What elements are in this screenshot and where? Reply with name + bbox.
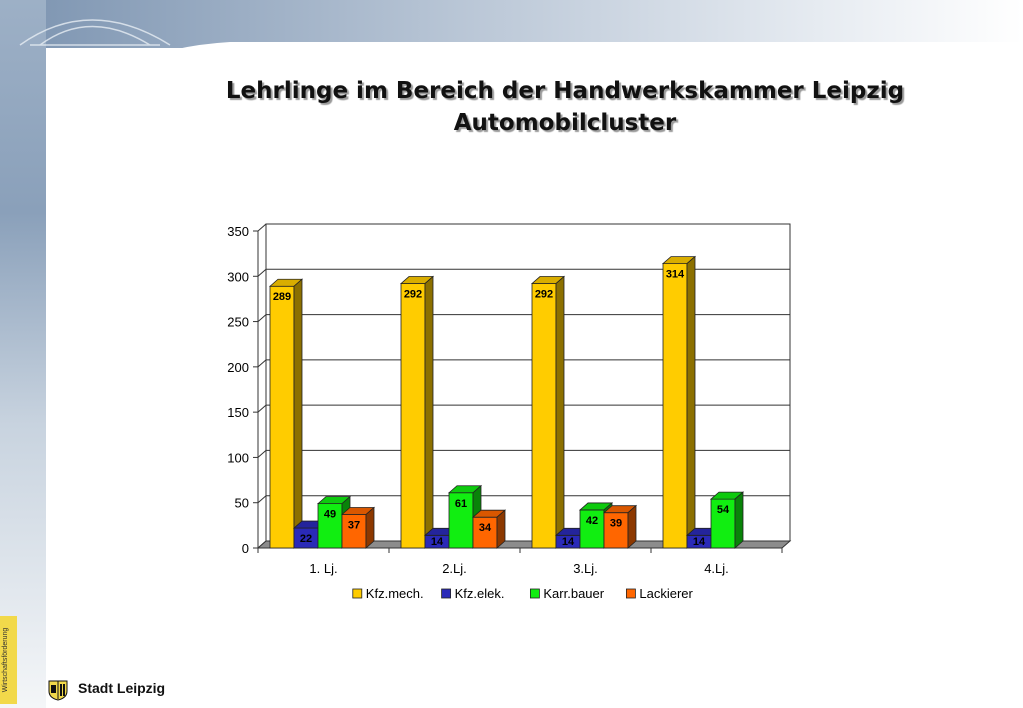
y-tick-label: 100 — [227, 450, 249, 465]
x-tick-label: 4.Lj. — [704, 561, 729, 576]
gridline-side — [257, 314, 267, 322]
chart-title-line-2: Automobilcluster — [453, 110, 677, 136]
gridline-side — [257, 450, 267, 458]
bar-side — [496, 509, 506, 549]
chart-title-line-1: Lehrlinge im Bereich der Handwerkskammer… — [225, 78, 905, 104]
bar-side — [686, 255, 696, 549]
y-tick-label: 350 — [227, 224, 249, 239]
bar-side — [365, 506, 375, 549]
bar — [579, 509, 605, 549]
data-label: 42 — [586, 515, 598, 527]
legend-label: Kfz.mech. — [366, 586, 424, 601]
city-crest-icon — [48, 680, 68, 701]
y-tick-label: 0 — [242, 541, 249, 556]
side-strip — [0, 616, 17, 704]
gridline-side — [257, 268, 267, 277]
gridline-side — [257, 495, 267, 504]
side-label: Wirtschaftsförderung — [2, 627, 9, 693]
bar — [448, 492, 474, 549]
legend-label: Lackierer — [639, 586, 693, 601]
gridline-side — [257, 223, 267, 232]
data-label: 314 — [666, 269, 685, 281]
bar-side — [293, 278, 303, 549]
left-banner-photo — [0, 0, 46, 708]
bar-side — [555, 275, 565, 549]
bar — [269, 285, 295, 549]
data-label: 54 — [717, 504, 730, 516]
bar — [472, 516, 498, 549]
legend-label: Karr.bauer — [543, 586, 604, 601]
bar-side — [627, 504, 637, 549]
gridline-side — [257, 404, 267, 413]
data-label: 39 — [610, 518, 622, 530]
bar-side — [424, 275, 434, 549]
bar — [710, 498, 736, 549]
legend-swatch — [529, 588, 540, 599]
x-tick-label: 1. Lj. — [309, 561, 337, 576]
data-label: 292 — [404, 289, 422, 301]
y-tick-label: 300 — [227, 269, 249, 284]
glass-hall-icon — [19, 19, 171, 46]
legend-swatch — [625, 588, 636, 599]
bar-chart: 0 50 100 150 200 250 300 350 289 22 49 37 1. Lj. 292 1… — [227, 223, 792, 601]
y-tick-label: 150 — [227, 405, 249, 420]
data-label: 34 — [479, 522, 492, 534]
legend-label: Kfz.elek. — [455, 586, 505, 601]
legend: Kfz.mech. Kfz.elek. Karr.bauer Lackierer — [352, 586, 694, 601]
legend-swatch — [352, 588, 363, 599]
data-label: 289 — [273, 291, 291, 303]
bar-side — [734, 491, 744, 549]
x-tick-label: 2.Lj. — [442, 561, 467, 576]
data-label: 14 — [562, 536, 575, 548]
gridline-side — [257, 359, 267, 368]
top-banner-photo — [0, 0, 1023, 48]
data-label: 292 — [535, 289, 553, 301]
data-label: 37 — [348, 519, 360, 531]
data-label: 14 — [693, 536, 706, 548]
y-tick-label: 200 — [227, 360, 249, 375]
bar — [531, 283, 557, 549]
data-label: 22 — [300, 533, 312, 545]
x-tick-label: 3.Lj. — [573, 561, 598, 576]
data-label: 14 — [431, 536, 444, 548]
data-label: 49 — [324, 509, 336, 521]
y-tick-label: 50 — [235, 496, 249, 511]
data-label: 61 — [455, 498, 467, 510]
legend-swatch — [441, 588, 452, 599]
y-tick-label: 250 — [227, 315, 249, 330]
bar — [400, 283, 426, 549]
bar — [662, 263, 688, 549]
bar — [317, 503, 343, 549]
footer-org-name: Stadt Leipzig — [78, 680, 166, 696]
plot-back-wall — [265, 223, 791, 542]
